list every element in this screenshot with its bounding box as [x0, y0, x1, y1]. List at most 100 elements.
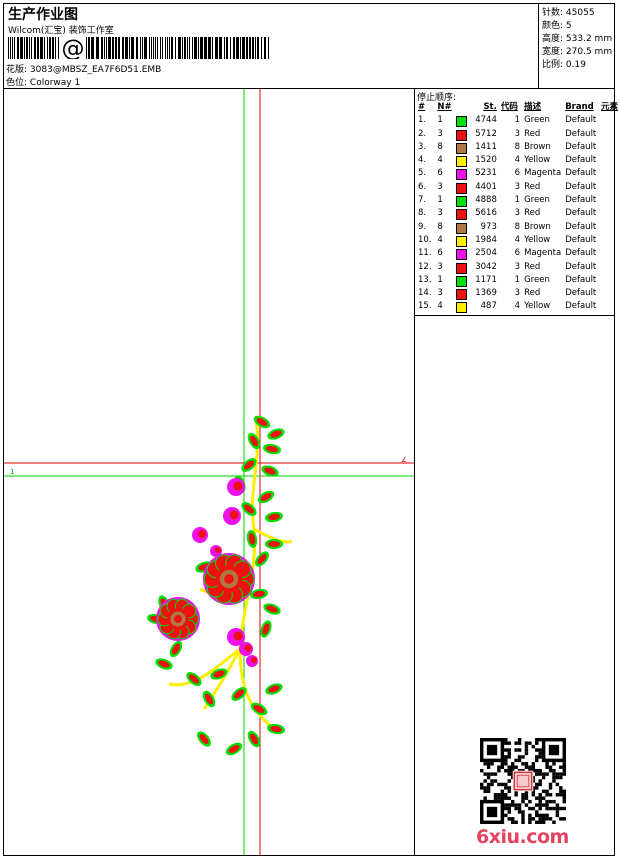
row-brand: Default — [565, 168, 597, 179]
color-swatch — [455, 156, 467, 168]
row-element — [599, 181, 620, 194]
watermark-logo: 6xiu.com — [476, 826, 569, 848]
row-stitches: 1520 — [454, 154, 499, 168]
design-label: 花版: — [6, 65, 28, 75]
col-needle: N# — [437, 102, 452, 112]
color-swatch — [455, 182, 467, 194]
row-element — [599, 207, 620, 220]
row-brand: Default — [565, 221, 597, 232]
row-brand: Default — [565, 261, 597, 272]
row-brand: Default — [565, 208, 597, 219]
row-needle: 4 — [437, 301, 443, 312]
design-value: 3083@MBSZ_EA7F6D51.EMB — [29, 65, 162, 75]
row-index: 3. — [418, 141, 427, 152]
color-swatch — [455, 169, 467, 181]
table-row: 12. 3 3042 3 Red Default — [416, 261, 620, 274]
colorway: 色位: Colorway 1 — [6, 75, 80, 88]
info-colors: 颜色: 5 — [542, 21, 572, 31]
row-description: Magenta — [524, 168, 562, 179]
table-row: 1. 1 4744 1 Green Default — [416, 114, 620, 128]
row-stitches: 5712 — [454, 128, 499, 141]
row-code: 3 — [514, 128, 521, 139]
row-description: Yellow — [524, 155, 551, 166]
row-needle: 8 — [437, 141, 443, 152]
stop-sequence-table: # N# St. 代码 描述 Brand 元素 1. 1 4744 1 Green Def… — [416, 101, 620, 314]
embroidery-design — [147, 415, 293, 756]
row-element — [599, 128, 620, 141]
color-swatch — [455, 142, 467, 154]
row-stitches: 973 — [454, 221, 499, 234]
row-needle: 4 — [437, 234, 443, 245]
svg-text:1: 1 — [10, 468, 14, 476]
header-divider — [3, 88, 615, 89]
row-needle: 6 — [437, 168, 443, 179]
color-swatch — [455, 129, 467, 141]
row-element — [599, 154, 620, 167]
row-description: Red — [524, 208, 541, 219]
row-description: Green — [524, 274, 550, 285]
row-code: 3 — [514, 208, 521, 219]
row-brand: Default — [565, 301, 597, 312]
color-swatch — [455, 116, 467, 128]
page-title: 生产作业图 — [8, 7, 78, 23]
color-swatch — [455, 275, 467, 287]
row-element — [599, 221, 620, 234]
row-stitches: 4744 — [454, 114, 499, 128]
row-code: 8 — [514, 141, 521, 152]
row-index: 4. — [418, 155, 427, 166]
row-element — [599, 141, 620, 154]
table-row: 5. 6 5231 6 Magenta Default — [416, 167, 620, 181]
table-row: 4. 4 1520 4 Yellow Default — [416, 154, 620, 168]
row-brand: Default — [565, 274, 597, 285]
color-swatch — [455, 262, 467, 274]
color-swatch — [455, 302, 467, 314]
col-description: 描述 — [524, 102, 542, 112]
svg-text:∠: ∠ — [401, 456, 407, 464]
row-index: 2. — [418, 128, 427, 139]
table-row: 15. 4 487 4 Yellow Default — [416, 300, 620, 314]
col-brand: Brand — [565, 102, 594, 112]
row-needle: 3 — [437, 181, 443, 192]
row-brand: Default — [565, 234, 597, 245]
info-height: 高度: 533.2 mm — [542, 34, 613, 44]
row-element — [599, 234, 620, 247]
design-file: 花版: 3083@MBSZ_EA7F6D51.EMB — [6, 62, 161, 75]
row-index: 5. — [418, 168, 427, 179]
row-element — [599, 300, 620, 313]
row-index: 9. — [418, 221, 427, 232]
col-code: 代码 — [500, 102, 518, 112]
row-brand: Default — [565, 288, 597, 299]
row-code: 4 — [514, 155, 521, 166]
row-needle: 8 — [437, 221, 443, 232]
row-description: Green — [524, 115, 550, 126]
row-brand: Default — [565, 141, 597, 152]
row-brand: Default — [565, 195, 597, 206]
col-stitches: St. — [483, 102, 497, 112]
color-swatch — [455, 196, 467, 208]
row-index: 7. — [418, 195, 427, 206]
row-needle: 3 — [437, 288, 443, 299]
colorway-label: 色位: — [6, 78, 28, 88]
panel-divider — [414, 88, 415, 856]
qr-seal-icon — [513, 771, 533, 791]
row-needle: 1 — [437, 274, 443, 285]
row-element — [599, 274, 620, 287]
qr-code — [480, 738, 566, 824]
row-code: 1 — [514, 274, 521, 285]
row-element — [599, 261, 620, 274]
row-code: 3 — [514, 261, 521, 272]
row-code: 1 — [514, 195, 521, 206]
row-description: Green — [524, 195, 550, 206]
row-index: 8. — [418, 208, 427, 219]
row-needle: 1 — [437, 195, 443, 206]
row-needle: 1 — [437, 115, 443, 126]
row-stitches: 1411 — [454, 141, 499, 154]
table-row: 9. 8 973 8 Brown Default — [416, 221, 620, 234]
row-stitches: 3042 — [454, 261, 499, 274]
row-code: 8 — [514, 221, 521, 232]
color-swatch — [455, 249, 467, 261]
row-element — [599, 114, 620, 127]
row-brand: Default — [565, 115, 597, 126]
row-brand: Default — [565, 181, 597, 192]
row-element — [599, 194, 620, 207]
